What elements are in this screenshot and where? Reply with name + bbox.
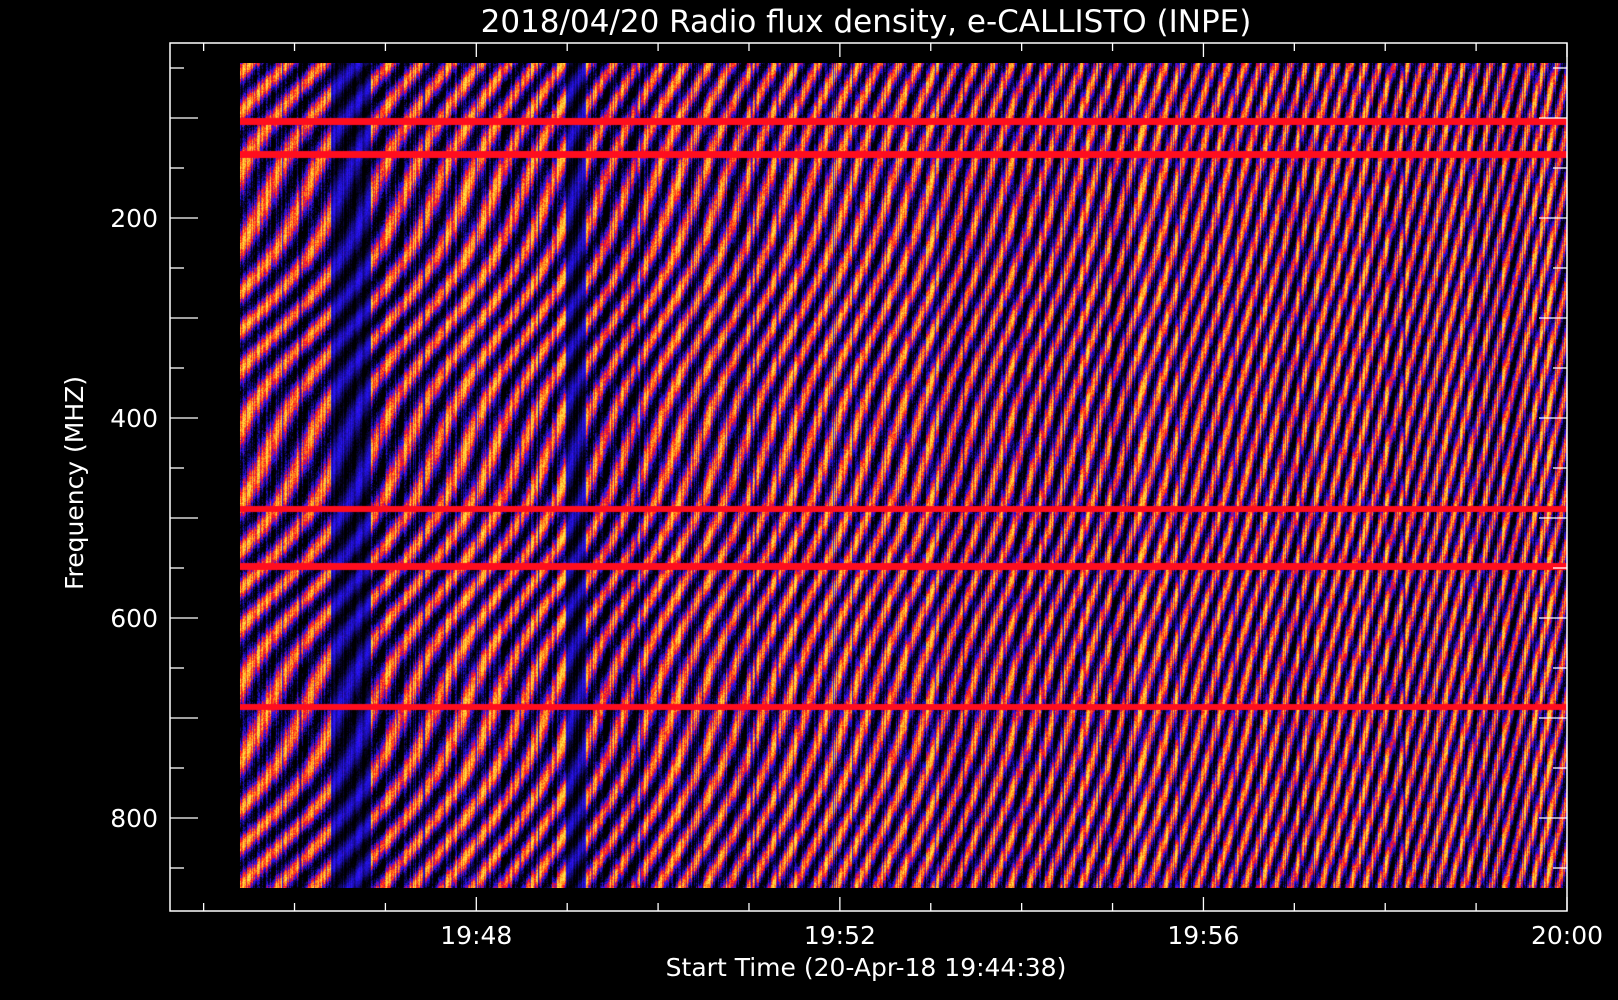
spectrogram-raster: [239, 63, 1567, 888]
y-tick-label: 800: [110, 804, 158, 833]
x-tick-label: 19:56: [1167, 921, 1239, 950]
plot-frame: [169, 42, 1568, 912]
heatmap-image: [239, 63, 1567, 888]
chart-title: 2018/04/20 Radio flux density, e-CALLIST…: [481, 4, 1252, 40]
y-axis: 200 400 600 800: [110, 67, 1567, 869]
y-axis-label: Frequency (MHZ): [60, 376, 89, 590]
x-tick-label: 20:00: [1531, 921, 1603, 950]
x-tick-label: 19:48: [440, 921, 512, 950]
x-axis-label: Start Time (20-Apr-18 19:44:38): [666, 953, 1067, 982]
y-tick-label: 200: [110, 204, 158, 233]
y-tick-label: 600: [110, 604, 158, 633]
x-tick-label: 19:52: [804, 921, 876, 950]
y-tick-label: 400: [110, 404, 158, 433]
x-axis: 19:48 19:52 19:56 20:00: [202, 43, 1603, 950]
